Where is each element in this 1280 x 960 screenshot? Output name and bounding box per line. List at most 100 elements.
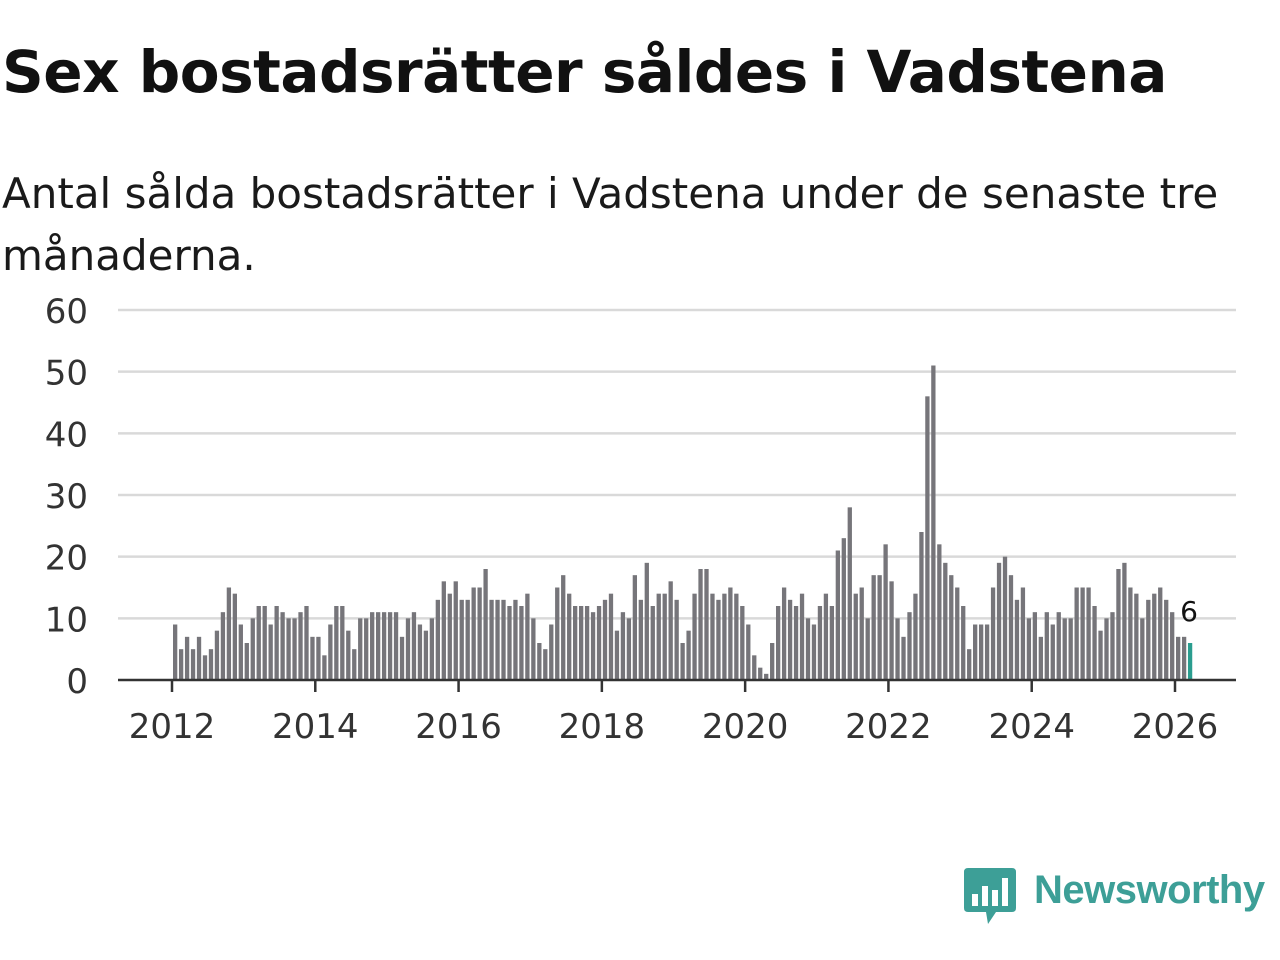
bar — [728, 587, 733, 680]
bar — [752, 655, 757, 680]
x-tick-label: 2026 — [1132, 707, 1219, 747]
bar — [208, 649, 214, 680]
bar — [352, 649, 357, 680]
bar — [543, 649, 548, 680]
bar — [895, 618, 900, 680]
bar — [1032, 612, 1038, 680]
bar — [1140, 618, 1145, 680]
bar — [507, 606, 512, 680]
bar — [984, 624, 990, 680]
bar — [1068, 618, 1073, 680]
bar — [847, 507, 852, 680]
y-tick-label: 0 — [66, 662, 88, 702]
bar — [358, 618, 363, 680]
bar — [1008, 575, 1014, 680]
x-tick-label: 2024 — [988, 707, 1075, 747]
bar — [387, 612, 393, 680]
bar — [262, 606, 267, 680]
bar — [734, 593, 739, 680]
bar — [1098, 630, 1103, 680]
x-axis-ticks: 2012 2014 2016 2018 2020 2022 2024 2026 — [129, 680, 1219, 747]
bar — [519, 606, 524, 680]
bar — [304, 606, 309, 680]
bar — [704, 569, 709, 680]
bar — [722, 593, 727, 680]
bar — [967, 649, 972, 680]
x-tick-label: 2020 — [702, 707, 789, 747]
bar — [1044, 612, 1049, 680]
bar-highlight — [1187, 643, 1193, 680]
bar — [650, 606, 655, 680]
chart-subtitle: Antal sålda bostadsrätter i Vadstena und… — [2, 169, 1219, 280]
bar — [310, 636, 315, 680]
bar — [447, 593, 452, 680]
bar — [620, 612, 626, 680]
bar — [877, 575, 882, 680]
bar — [596, 606, 602, 680]
bar — [346, 630, 351, 680]
bar — [799, 593, 805, 680]
bar — [674, 599, 679, 680]
bar — [584, 606, 590, 680]
bars — [173, 365, 1193, 680]
bar — [196, 636, 202, 680]
bar — [429, 618, 435, 680]
bar — [531, 618, 536, 680]
bar — [978, 624, 984, 680]
bar — [835, 550, 840, 680]
bar — [405, 618, 411, 680]
bar — [829, 606, 835, 680]
x-tick-label: 2014 — [272, 707, 359, 747]
bar — [883, 544, 888, 680]
bar — [316, 636, 321, 680]
gridlines — [118, 308, 1236, 620]
bar — [614, 630, 620, 680]
bar — [178, 649, 184, 680]
bar — [1020, 587, 1026, 680]
bar — [184, 636, 190, 680]
bar — [232, 593, 238, 680]
newsworthy-wordmark: Newsworthy — [1034, 868, 1265, 912]
bar — [1086, 587, 1091, 680]
bar — [811, 624, 817, 680]
bar — [805, 618, 811, 680]
x-tick-label: 2016 — [415, 707, 502, 747]
bar — [483, 569, 488, 680]
bar — [1056, 612, 1061, 680]
bar — [1170, 612, 1175, 680]
x-tick-label: 2018 — [559, 707, 646, 747]
bar — [334, 606, 339, 680]
y-tick-label: 10 — [45, 600, 88, 640]
bar — [399, 636, 405, 680]
bar — [238, 624, 243, 680]
bar — [1002, 556, 1008, 680]
bar — [1050, 624, 1055, 680]
bar — [573, 606, 578, 680]
bar — [459, 599, 464, 680]
bar — [990, 587, 996, 680]
bar — [393, 612, 399, 680]
bar — [1062, 618, 1067, 680]
bar — [1176, 636, 1181, 680]
newsworthy-logo-icon — [964, 868, 1016, 924]
x-tick-label: 2022 — [845, 707, 932, 747]
bar — [590, 612, 596, 680]
bar — [632, 575, 638, 680]
bar — [1134, 593, 1139, 680]
bar — [698, 569, 703, 680]
bar — [1074, 587, 1079, 680]
bar — [423, 630, 429, 680]
bar — [668, 581, 673, 680]
y-tick-label: 40 — [45, 415, 88, 455]
data-label: 6 — [1180, 595, 1198, 628]
bar — [375, 612, 381, 680]
bar — [1181, 636, 1187, 680]
bar — [973, 624, 978, 680]
bar — [644, 562, 649, 680]
bar — [961, 606, 966, 680]
bar — [955, 587, 960, 680]
bar — [662, 593, 667, 680]
bar — [1122, 562, 1127, 680]
bar — [173, 624, 178, 680]
bar — [740, 606, 745, 680]
